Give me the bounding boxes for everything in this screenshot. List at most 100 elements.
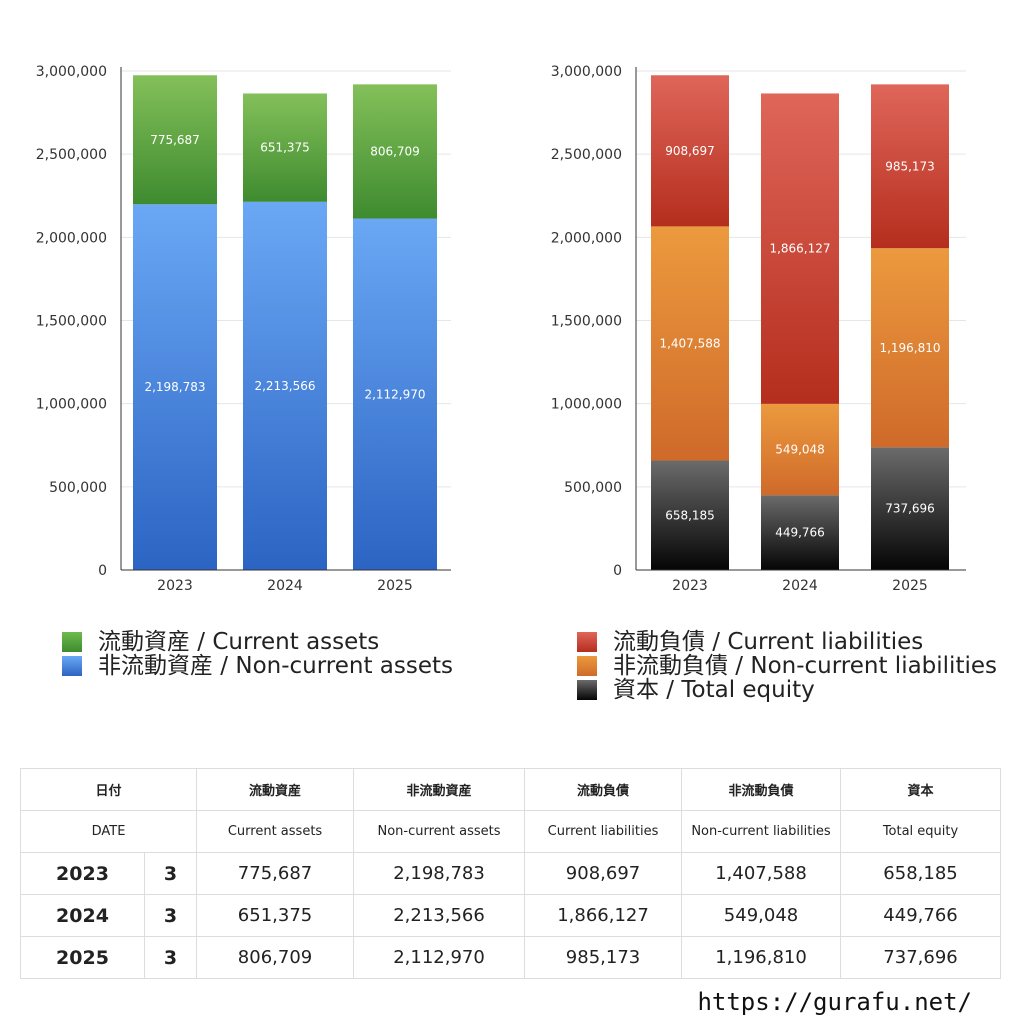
bar-segment <box>651 75 729 227</box>
legend-item-total-equity: 資本 / Total equity <box>577 678 997 702</box>
table-row: 2025 3 806,709 2,112,970 985,173 1,196,8… <box>20 936 1002 979</box>
cell-current-liabilities: 985,173 <box>524 936 683 979</box>
cell-current-liabilities: 908,697 <box>524 852 683 895</box>
liabilities-equity-chart: 0 500,000 1,000,000 1,500,000 2,000,000 2,500… <box>551 64 966 594</box>
data-label: 1,866,127 <box>769 242 830 256</box>
legend-swatch <box>577 656 597 676</box>
legend-item-current-assets: 流動資産 / Current assets <box>62 630 453 654</box>
bar-segment <box>133 75 217 205</box>
table-row: 2024 3 651,375 2,213,566 1,866,127 549,0… <box>20 894 1002 937</box>
cell-non-current-assets: 2,198,783 <box>353 852 526 895</box>
data-label: 737,696 <box>885 502 935 516</box>
legend-swatch <box>62 632 82 652</box>
data-label: 651,375 <box>260 141 310 155</box>
header-current-liabilities-en: Current liabilities <box>524 810 683 853</box>
legend-item-non-current-assets: 非流動資産 / Non-current assets <box>62 654 453 678</box>
bar-segment <box>871 248 949 448</box>
legend-item-current-liabilities: 流動負債 / Current liabilities <box>577 630 997 654</box>
cell-total-equity: 449,766 <box>840 894 1002 937</box>
x-tick-label: 2023 <box>157 578 193 594</box>
cell-non-current-assets: 2,213,566 <box>353 894 526 937</box>
y-tick-label: 3,000,000 <box>551 64 622 80</box>
cell-year: 2023 <box>20 852 145 895</box>
legend-swatch <box>62 656 82 676</box>
data-label: 775,687 <box>150 133 200 147</box>
cell-month: 3 <box>143 936 198 979</box>
y-tick-label: 2,500,000 <box>36 147 107 163</box>
cell-non-current-liabilities: 549,048 <box>681 894 842 937</box>
bar-segment <box>871 84 949 249</box>
cell-month: 3 <box>143 852 198 895</box>
header-current-assets-en: Current assets <box>196 810 355 853</box>
table-header-row: 日付 流動資産 非流動資産 流動負債 非流動負債 資本 <box>19 768 1002 811</box>
cell-current-liabilities: 1,866,127 <box>524 894 683 937</box>
data-label: 908,697 <box>665 144 715 158</box>
y-tick-label: 3,000,000 <box>36 64 107 80</box>
header-non-current-liabilities-en: Non-current liabilities <box>681 810 842 853</box>
table-row: 2023 3 775,687 2,198,783 908,697 1,407,5… <box>20 852 1002 895</box>
header-current-assets-jp: 流動資産 <box>196 768 355 811</box>
bar-segment <box>243 93 327 202</box>
data-label: 449,766 <box>775 526 825 540</box>
x-tick-label: 2024 <box>267 578 303 594</box>
legend-label: 資本 / Total equity <box>613 677 815 703</box>
legend-item-non-current-liabilities: 非流動負債 / Non-current liabilities <box>577 654 997 678</box>
y-tick-label: 1,500,000 <box>36 314 107 330</box>
bar-segment <box>871 447 949 570</box>
header-total-equity-en: Total equity <box>840 810 1002 853</box>
data-label: 1,407,588 <box>659 336 720 350</box>
header-date-en: DATE <box>19 810 198 853</box>
cell-non-current-liabilities: 1,407,588 <box>681 852 842 895</box>
assets-chart: 0 500,000 1,000,000 1,500,000 2,000,000 2,500… <box>36 64 451 594</box>
data-table: 日付 流動資産 非流動資産 流動負債 非流動負債 資本 DATE Current… <box>19 768 1002 979</box>
x-tick-label: 2024 <box>782 578 818 594</box>
y-tick-label: 0 <box>98 563 107 579</box>
header-current-liabilities-jp: 流動負債 <box>524 768 683 811</box>
header-non-current-liabilities-jp: 非流動負債 <box>681 768 842 811</box>
data-label: 658,185 <box>665 508 715 522</box>
bar-segment <box>761 403 839 496</box>
y-tick-label: 2,000,000 <box>36 230 107 246</box>
x-tick-label: 2025 <box>377 578 413 594</box>
bar-segment <box>133 204 217 570</box>
cell-total-equity: 737,696 <box>840 936 1002 979</box>
cell-non-current-assets: 2,112,970 <box>353 936 526 979</box>
data-label: 549,048 <box>775 443 825 457</box>
y-tick-label: 500,000 <box>564 480 622 496</box>
bar-segment <box>353 84 437 219</box>
x-tick-label: 2023 <box>672 578 708 594</box>
cell-month: 3 <box>143 894 198 937</box>
bar-segment <box>243 201 327 571</box>
cell-non-current-liabilities: 1,196,810 <box>681 936 842 979</box>
bar-segment <box>761 93 839 404</box>
data-label: 2,112,970 <box>364 387 425 401</box>
data-label: 806,709 <box>370 144 420 158</box>
y-tick-label: 2,500,000 <box>551 147 622 163</box>
charts: 0 500,000 1,000,000 1,500,000 2,000,000 2,500… <box>36 64 966 594</box>
bar-segment <box>651 226 729 461</box>
x-tick-label: 2025 <box>892 578 928 594</box>
cell-current-assets: 775,687 <box>196 852 355 895</box>
legend-label: 流動負債 / Current liabilities <box>613 629 924 655</box>
header-non-current-assets-jp: 非流動資産 <box>353 768 526 811</box>
table-header-row: DATE Current assets Non-current assets C… <box>19 810 1002 853</box>
legend-label: 非流動負債 / Non-current liabilities <box>613 653 997 679</box>
y-tick-label: 1,500,000 <box>551 314 622 330</box>
cell-total-equity: 658,185 <box>840 852 1002 895</box>
legend-label: 非流動資産 / Non-current assets <box>98 653 454 679</box>
source-url[interactable]: https://gurafu.net/ <box>697 988 972 1016</box>
legend-label: 流動資産 / Current assets <box>98 629 380 655</box>
cell-year: 2025 <box>20 936 145 979</box>
header-date-jp: 日付 <box>19 768 198 811</box>
data-label: 2,198,783 <box>144 380 205 394</box>
legend-swatch <box>577 632 597 652</box>
data-label: 2,213,566 <box>254 379 315 393</box>
cell-year: 2024 <box>20 894 145 937</box>
bar-segment <box>651 460 729 570</box>
cell-current-assets: 806,709 <box>196 936 355 979</box>
header-non-current-assets-en: Non-current assets <box>353 810 526 853</box>
y-tick-label: 1,000,000 <box>36 397 107 413</box>
data-label: 1,196,810 <box>879 341 940 355</box>
legend-swatch <box>577 680 597 700</box>
y-tick-label: 1,000,000 <box>551 397 622 413</box>
